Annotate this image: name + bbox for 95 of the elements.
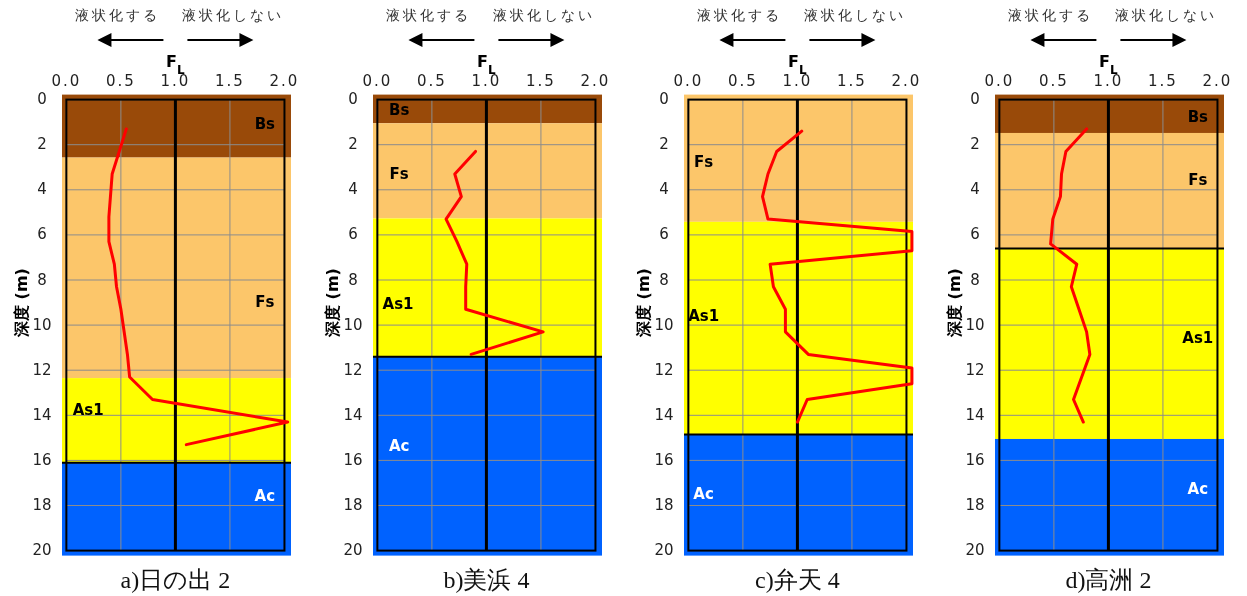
x-tick-label: 2.0 xyxy=(891,71,922,90)
y-tick-label: 6 xyxy=(659,225,669,244)
band-label: Bs xyxy=(388,101,410,120)
y-axis-title: 深度 (m) xyxy=(322,268,342,338)
y-tick-label: 20 xyxy=(965,541,985,560)
text: b)美浜 4 xyxy=(443,567,530,593)
y-tick-label: 20 xyxy=(654,541,674,560)
y-tick-label: 14 xyxy=(343,405,363,424)
x-tick-label: 2.0 xyxy=(580,71,611,90)
y-axis-title: 深度 (m) xyxy=(11,268,31,338)
x-tick-label: 2.0 xyxy=(1202,71,1233,90)
y-tick-label: 10 xyxy=(343,315,363,334)
y-tick-label: 12 xyxy=(654,360,674,379)
y-tick-label: 18 xyxy=(32,496,52,514)
y-tick-label: 20 xyxy=(32,541,52,560)
y-tick-label: 0 xyxy=(659,90,669,109)
y-tick-label: 10 xyxy=(654,315,674,334)
text: 液状化しない xyxy=(1115,7,1218,23)
y-tick-label: 20 xyxy=(343,541,363,560)
x-tick-label: 1.5 xyxy=(215,71,245,90)
y-tick-label: 0 xyxy=(37,90,47,109)
band-label: As1 xyxy=(688,306,720,325)
y-tick-label: 0 xyxy=(970,90,980,109)
y-tick-label: 2 xyxy=(970,135,980,154)
band-label: Fs xyxy=(1188,171,1208,190)
text: 液状化しない xyxy=(493,7,596,23)
y-tick-label: 14 xyxy=(965,405,985,424)
y-tick-label: 8 xyxy=(348,270,358,289)
text: 液状化しない xyxy=(804,7,907,23)
band-label: Fs xyxy=(255,293,275,312)
text: 液状化する xyxy=(1007,7,1093,23)
y-tick-label: 18 xyxy=(965,496,985,514)
y-tick-label: 2 xyxy=(37,135,47,154)
text: a)日の出 2 xyxy=(120,567,231,593)
line-series xyxy=(107,127,290,447)
band-label: Fs xyxy=(694,153,714,172)
x-tick-label: 0.0 xyxy=(51,71,82,90)
y-tick-label: 12 xyxy=(32,360,52,379)
x-tick-label: 1.5 xyxy=(1148,71,1178,90)
band-label: As1 xyxy=(72,401,104,420)
band-label: Fs xyxy=(389,164,409,183)
x-tick-label: 1.5 xyxy=(837,71,867,90)
x-tick-label: 0.0 xyxy=(984,71,1015,90)
y-tick-label: 10 xyxy=(965,315,985,334)
y-tick-label: 14 xyxy=(654,405,674,424)
y-tick-label: 14 xyxy=(32,405,52,424)
x-tick-label: 0.5 xyxy=(105,71,136,90)
band-label: Ac xyxy=(1187,480,1209,499)
y-tick-label: 8 xyxy=(37,270,47,289)
text: 液状化する xyxy=(385,7,471,23)
y-tick-label: 4 xyxy=(659,180,669,199)
x-tick-label: 0.5 xyxy=(727,71,758,90)
y-tick-label: 10 xyxy=(32,315,52,334)
y-tick-label: 12 xyxy=(343,360,363,379)
line-series xyxy=(761,129,914,424)
x-tick-label: 1.5 xyxy=(526,71,556,90)
y-axis-title: 深度 (m) xyxy=(633,268,653,338)
y-tick-label: 16 xyxy=(654,450,674,469)
band-label: Bs xyxy=(254,114,276,133)
band-label: As1 xyxy=(1182,329,1214,348)
text: 液状化する xyxy=(696,7,782,23)
text: d)高洲 2 xyxy=(1065,567,1152,593)
line-series xyxy=(1049,127,1092,424)
line-series xyxy=(444,149,545,356)
y-tick-label: 18 xyxy=(654,496,674,514)
y-tick-label: 8 xyxy=(659,270,669,289)
y-tick-label: 4 xyxy=(348,180,358,199)
y-tick-label: 6 xyxy=(970,225,980,244)
y-tick-label: 2 xyxy=(348,135,358,154)
band-label: Ac xyxy=(693,484,714,503)
y-tick-label: 4 xyxy=(970,180,980,199)
x-tick-label: 0.0 xyxy=(362,71,393,90)
y-tick-label: 16 xyxy=(32,450,52,469)
y-tick-label: 16 xyxy=(965,450,985,469)
x-tick-label: 2.0 xyxy=(269,71,300,90)
y-tick-label: 6 xyxy=(37,225,47,244)
y-tick-label: 0 xyxy=(348,90,358,109)
y-tick-label: 18 xyxy=(343,496,363,514)
y-axis-title: 深度 (m) xyxy=(944,268,964,338)
x-tick-label: 0.5 xyxy=(1038,71,1069,90)
y-tick-label: 12 xyxy=(965,360,985,379)
y-tick-label: 8 xyxy=(970,270,980,289)
y-tick-label: 4 xyxy=(37,180,47,199)
y-tick-label: 2 xyxy=(659,135,669,154)
x-tick-label: 0.5 xyxy=(416,71,447,90)
text: 液状化しない xyxy=(182,7,285,23)
band-label: Ac xyxy=(388,437,410,456)
band-label: Bs xyxy=(1187,108,1209,127)
y-tick-label: 6 xyxy=(348,225,358,244)
text: 液状化する xyxy=(74,7,160,23)
text: c)弁天 4 xyxy=(755,567,840,593)
y-tick-label: 16 xyxy=(343,450,363,469)
band-label: As1 xyxy=(382,295,414,314)
band-label: Ac xyxy=(254,486,276,505)
x-tick-label: 0.0 xyxy=(673,71,704,90)
